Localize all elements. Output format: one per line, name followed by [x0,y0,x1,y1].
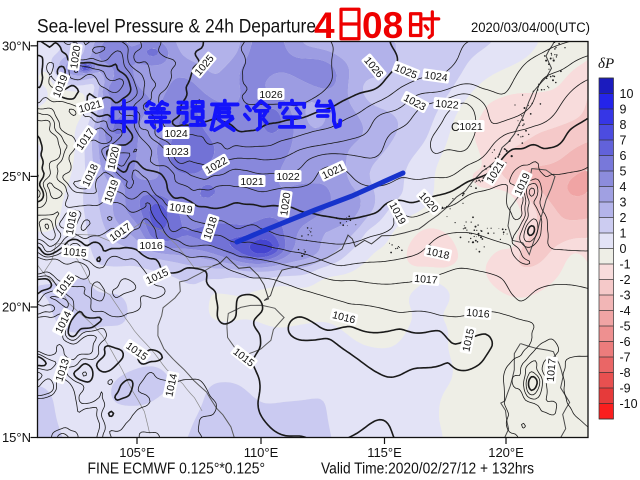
svg-text:30°N: 30°N [2,38,31,53]
svg-text:7: 7 [620,133,627,147]
svg-text:1016: 1016 [466,307,490,321]
svg-text:-4: -4 [620,304,631,318]
svg-text:FINE ECMWF 0.125°*0.125°: FINE ECMWF 0.125°*0.125° [88,461,266,478]
svg-text:1016: 1016 [139,240,163,252]
svg-text:120°E: 120°E [488,445,524,460]
svg-text:1017: 1017 [414,273,438,287]
svg-text:25°N: 25°N [2,169,31,184]
svg-text:2020/03/04/00(UTC): 2020/03/04/00(UTC) [471,20,590,35]
svg-text:1021: 1021 [459,121,483,133]
svg-text:2: 2 [620,211,627,225]
svg-text:9: 9 [620,102,627,116]
svg-text:C: C [451,120,460,134]
svg-text:1019: 1019 [168,201,193,216]
svg-text:-6: -6 [620,335,631,349]
svg-text:1021: 1021 [77,98,103,116]
svg-text:-7: -7 [620,350,631,364]
svg-text:8: 8 [620,118,627,132]
svg-text:-8: -8 [620,366,631,380]
svg-text:0: 0 [620,242,627,256]
svg-text:1016: 1016 [331,309,357,326]
svg-text:1018: 1018 [425,245,450,262]
svg-text:-10: -10 [620,397,638,411]
svg-text:Valid Time:2020/02/27/12 + 132: Valid Time:2020/02/27/12 + 132hrs [321,461,534,478]
svg-text:1014: 1014 [163,372,180,397]
svg-text:1: 1 [620,226,627,240]
svg-text:1022: 1022 [435,98,459,112]
svg-text:08: 08 [362,5,403,46]
svg-text:Sea-level Pressure & 24h Depar: Sea-level Pressure & 24h Departure [37,16,316,38]
svg-text:15°N: 15°N [2,430,31,445]
svg-text:110°E: 110°E [244,445,279,460]
svg-text:-5: -5 [620,319,631,333]
svg-text:1026: 1026 [259,89,283,101]
svg-text:1021: 1021 [240,176,264,188]
svg-text:1022: 1022 [276,171,300,183]
svg-text:115°E: 115°E [367,445,402,460]
svg-text:4: 4 [314,5,335,46]
svg-text:5: 5 [620,164,627,178]
svg-text:1024: 1024 [164,128,188,140]
svg-text:1020: 1020 [105,145,122,170]
svg-text:3: 3 [620,195,627,209]
svg-text:1017: 1017 [545,358,559,382]
svg-text:20°N: 20°N [2,300,31,315]
svg-text:1015: 1015 [460,327,477,352]
svg-text:-9: -9 [620,381,631,395]
svg-text:1020: 1020 [68,45,83,70]
svg-text:1020: 1020 [278,192,293,217]
svg-text:-3: -3 [620,288,631,302]
svg-text:1015: 1015 [63,246,87,260]
svg-text:1023: 1023 [165,146,189,158]
svg-text:10: 10 [620,87,634,101]
svg-text:6: 6 [620,149,627,163]
svg-text:1024: 1024 [423,69,448,84]
svg-text:105°E: 105°E [119,445,155,460]
svg-text:-2: -2 [620,273,631,287]
svg-text:4: 4 [620,180,627,194]
svg-text:-1: -1 [620,257,631,271]
svg-text:1016: 1016 [64,210,80,235]
svg-text:δP: δP [598,56,614,72]
